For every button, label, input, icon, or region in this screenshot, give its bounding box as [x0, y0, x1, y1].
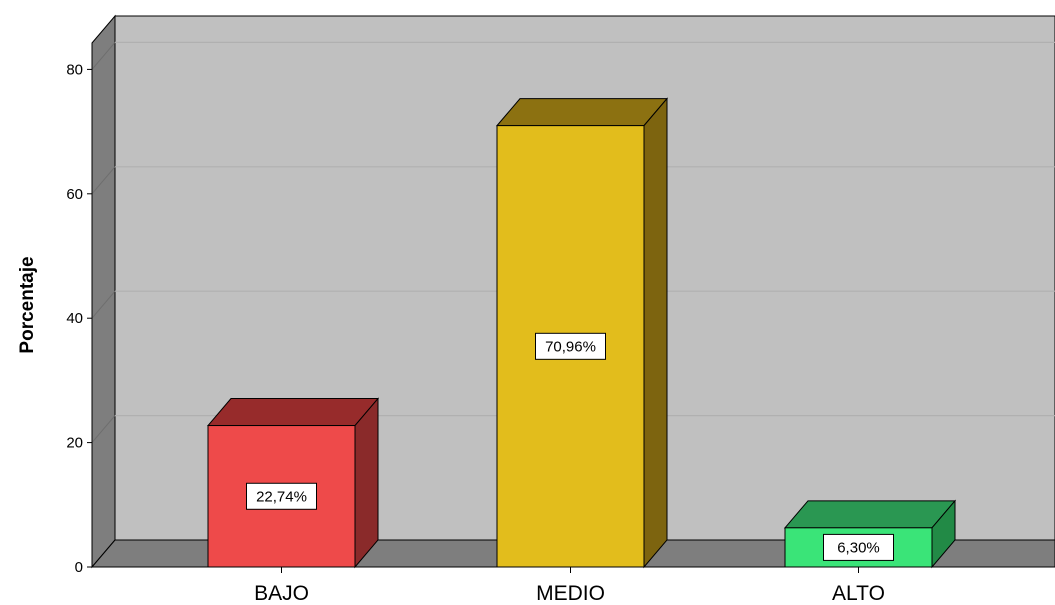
bar-bajo: 22,74%: [206, 397, 380, 569]
bar-top-face: [783, 500, 957, 529]
gridline-side: [91, 42, 116, 70]
data-label: 70,96%: [545, 338, 596, 355]
y-tick-label: 40: [66, 310, 83, 327]
y-tick-label: 80: [66, 61, 83, 78]
gridline-side: [91, 290, 116, 319]
data-label-box: [535, 332, 606, 360]
gridline-side: [91, 415, 116, 443]
bar-medio: 70,96%: [495, 97, 669, 569]
bar-side-face: [643, 97, 668, 569]
y-tick-label: 60: [66, 186, 83, 203]
data-label: 22,74%: [256, 488, 307, 505]
bars: 22,74% 70,96% 6,30%: [206, 97, 957, 569]
bar-side-face: [354, 397, 379, 569]
data-label-box: [246, 482, 317, 510]
x-tick-label: BAJO: [254, 582, 309, 605]
x-tick-label: MEDIO: [536, 582, 605, 605]
bar-top-face: [495, 98, 669, 127]
data-label: 6,30%: [837, 539, 880, 556]
y-tick-label: 0: [75, 559, 83, 576]
left-wall: [91, 14, 116, 569]
gridline-side: [91, 166, 116, 195]
y-axis: 0 20 40 60 80: [66, 43, 93, 576]
y-axis-label: Porcentaje: [17, 256, 38, 353]
x-axis: BAJO MEDIO ALTO: [92, 566, 1055, 605]
y-tick-label: 20: [66, 435, 83, 452]
bar-alto: 6,30%: [783, 499, 957, 569]
data-label-box: [823, 533, 894, 561]
x-tick-label: ALTO: [832, 582, 885, 605]
bar-top-face: [206, 398, 380, 427]
